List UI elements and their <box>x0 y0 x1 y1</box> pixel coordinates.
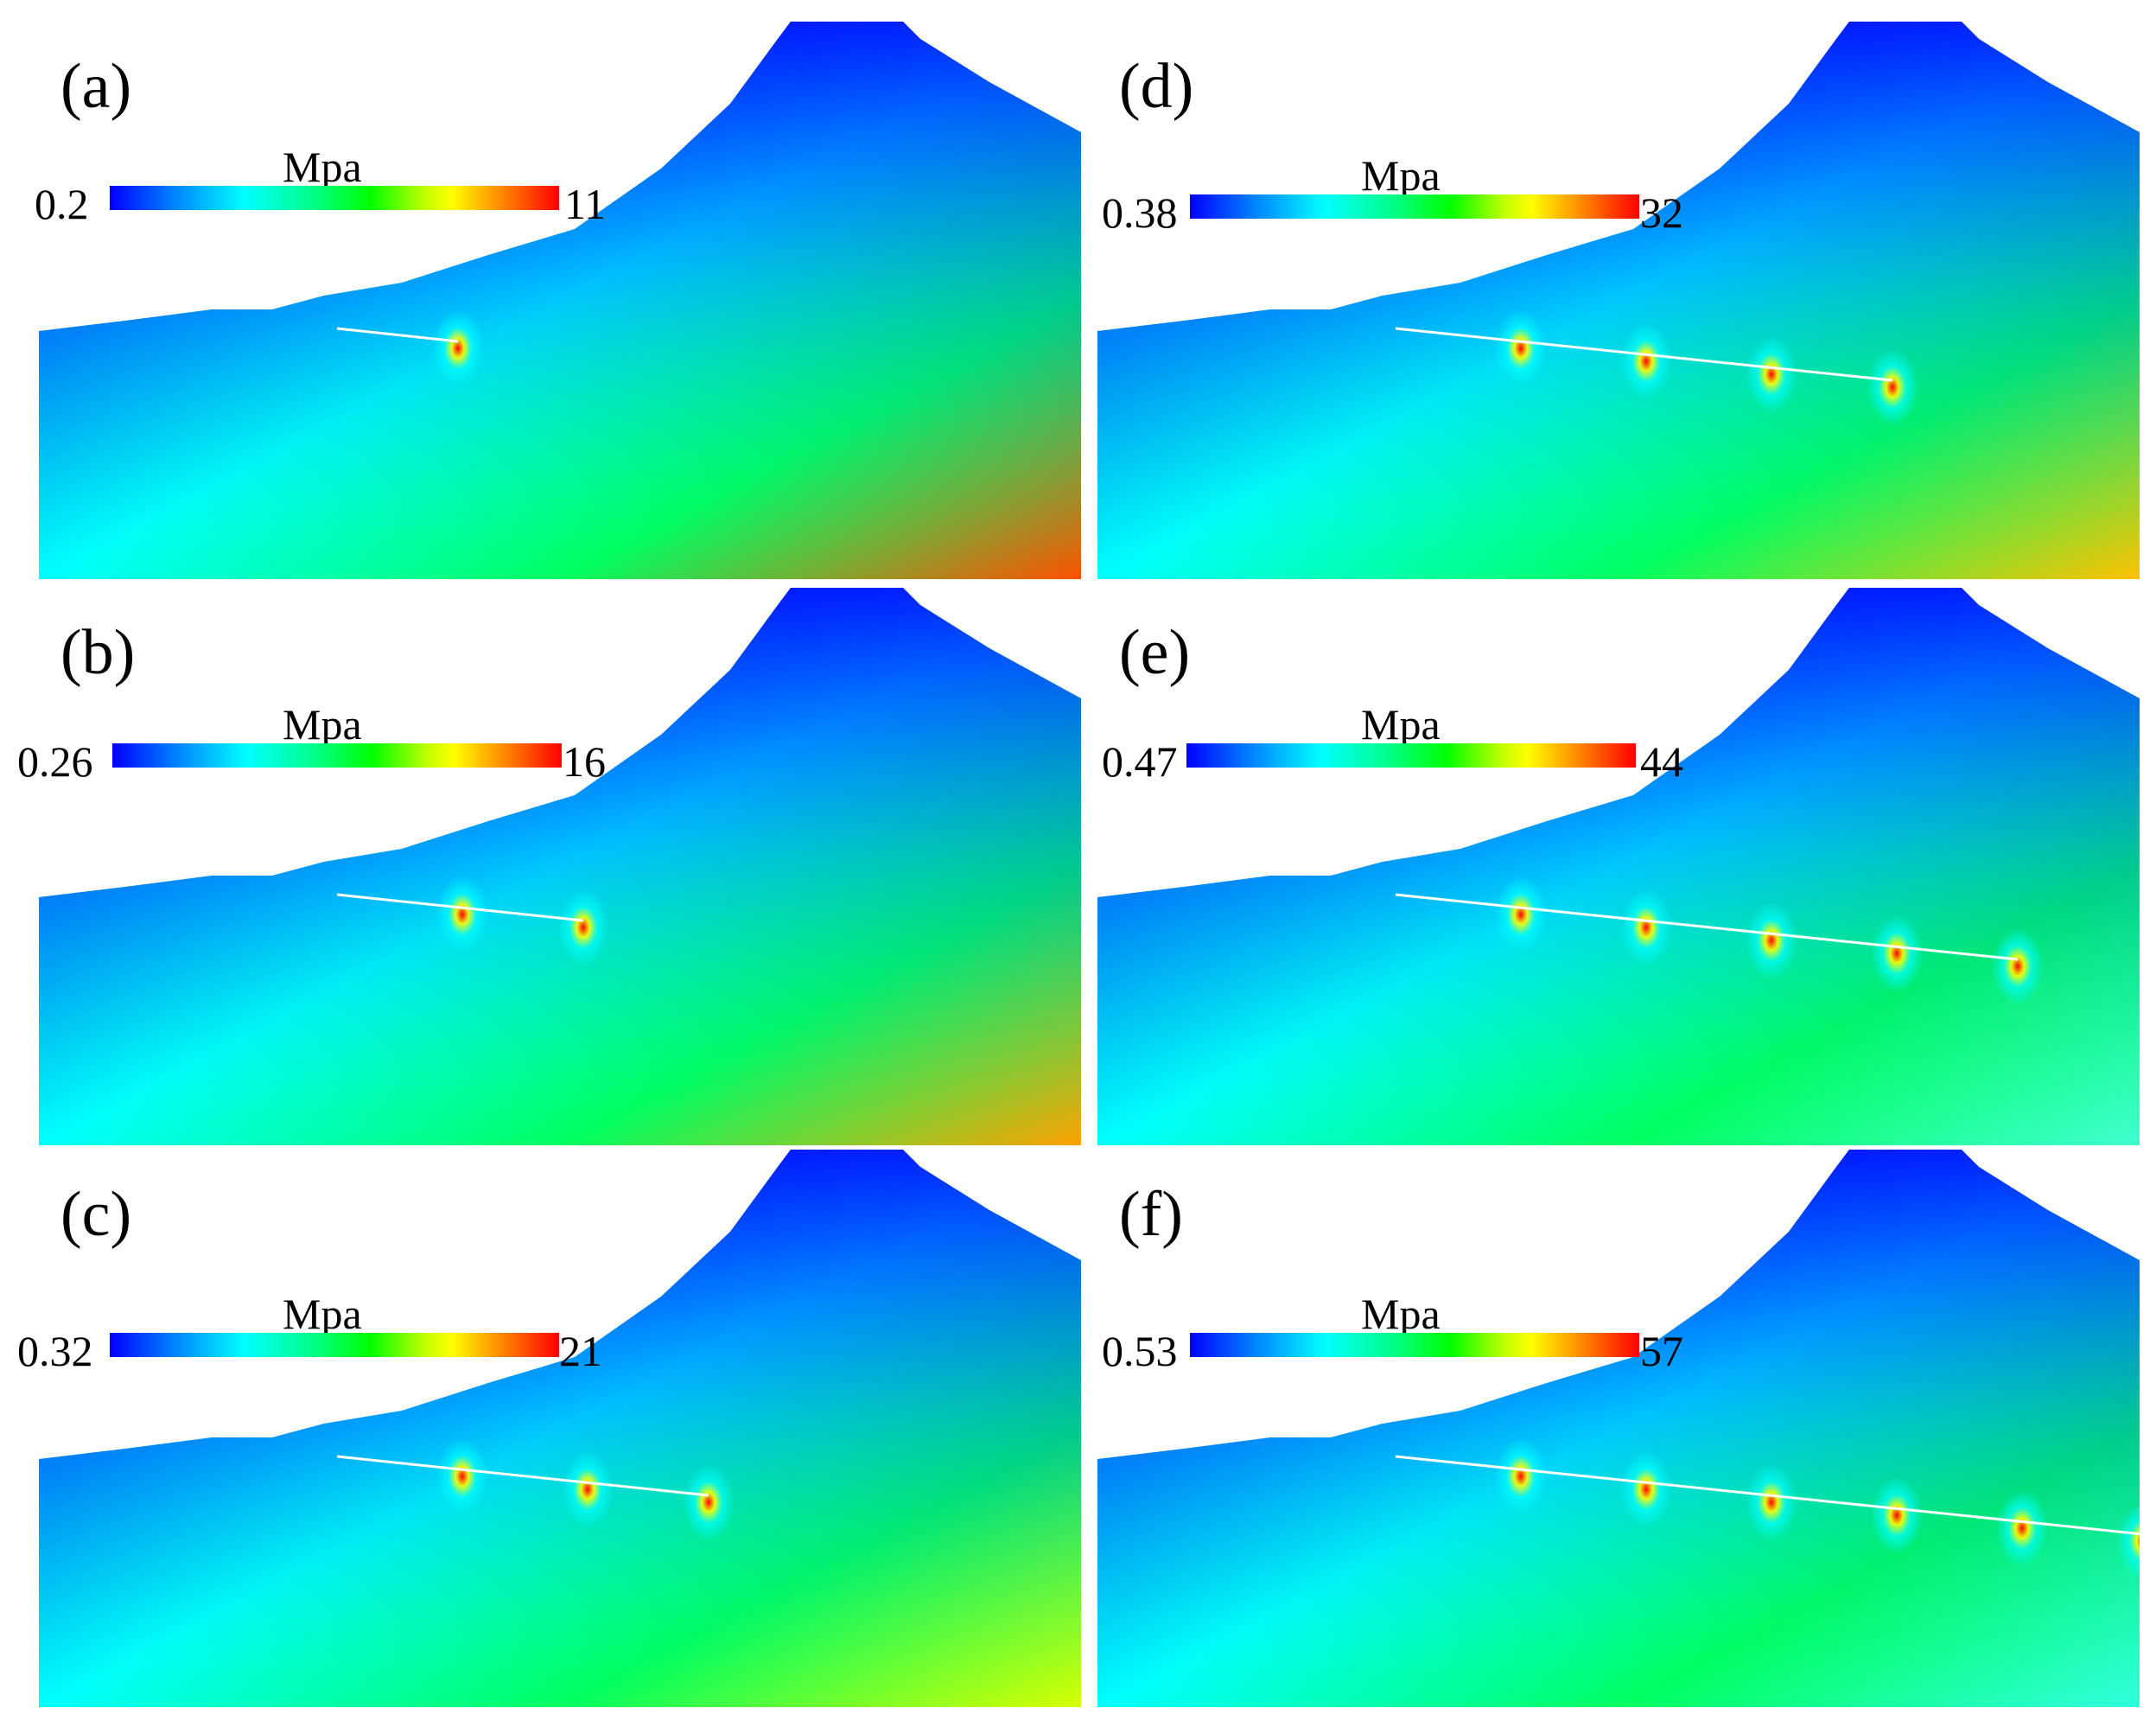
contour-plot <box>39 1150 1081 1707</box>
contour-plot <box>39 588 1081 1145</box>
panel-label: (f) <box>1119 1179 1183 1250</box>
panel-f: (f) Mpa 0.53 57 <box>1097 1150 2140 1707</box>
panel-label: (e) <box>1119 617 1191 688</box>
colorbar-min-label: 0.38 <box>1102 188 1178 237</box>
panel-b: (b) Mpa 0.26 16 <box>17 588 1081 1145</box>
colorbar-max-label: 57 <box>1640 1327 1683 1375</box>
stress-field-shading <box>1097 588 2140 1145</box>
colorbar-unit-label: Mpa <box>1361 151 1441 200</box>
colorbar <box>110 186 559 210</box>
stress-field-shading <box>39 1150 1081 1707</box>
crack-line <box>336 893 584 922</box>
crack-line <box>1395 327 1893 382</box>
colorbar-max-label: 11 <box>564 180 607 228</box>
stress-concentration <box>1495 876 1547 953</box>
stress-concentration <box>1871 914 1923 992</box>
colorbar-max-label: 21 <box>559 1327 602 1375</box>
stress-field-shading <box>39 588 1081 1145</box>
colorbar-unit-label: Mpa <box>283 1290 362 1338</box>
panel-label: (b) <box>60 617 136 688</box>
stress-concentration <box>1620 1450 1672 1528</box>
crack-line <box>1395 893 2019 961</box>
stress-field-shading <box>1097 22 2140 579</box>
panel-label: (c) <box>60 1179 132 1250</box>
crack-line <box>336 1455 709 1497</box>
contour-plot <box>1097 1150 2140 1707</box>
panel-d: (d) Mpa 0.38 32 <box>1097 22 2140 579</box>
stress-concentration <box>1746 1463 1797 1541</box>
stress-concentration <box>2117 1502 2140 1580</box>
stress-concentration <box>1996 1489 2048 1567</box>
colorbar-min-label: 0.26 <box>17 737 93 786</box>
stress-concentration <box>562 1450 614 1528</box>
stress-concentration <box>436 876 488 953</box>
colorbar <box>110 1333 559 1357</box>
stress-concentration <box>432 309 484 387</box>
stress-concentration <box>1992 927 2044 1005</box>
colorbar-max-label: 16 <box>563 737 606 786</box>
crack-line <box>1395 1455 2140 1536</box>
stress-field-shading <box>39 22 1081 579</box>
crack-line <box>336 327 459 343</box>
stress-concentration <box>1495 309 1547 387</box>
colorbar-max-label: 32 <box>1640 188 1683 237</box>
colorbar-min-label: 0.53 <box>1102 1327 1178 1375</box>
colorbar-unit-label: Mpa <box>283 143 362 191</box>
colorbar-unit-label: Mpa <box>1361 700 1441 749</box>
colorbar-min-label: 0.2 <box>35 180 89 228</box>
stress-concentration <box>1620 889 1672 966</box>
panel-label: (a) <box>60 51 132 122</box>
stress-concentration <box>1871 1476 1923 1554</box>
contour-plot <box>39 22 1081 579</box>
colorbar-max-label: 44 <box>1640 737 1683 786</box>
stress-concentration <box>1495 1437 1547 1515</box>
colorbar <box>1190 194 1639 219</box>
colorbar <box>1190 1333 1639 1357</box>
contour-plot <box>1097 22 2140 579</box>
panel-c: (c) Mpa 0.32 21 <box>17 1150 1081 1707</box>
stress-concentration <box>1620 322 1672 400</box>
stress-field-shading <box>1097 1150 2140 1707</box>
colorbar-unit-label: Mpa <box>283 700 362 749</box>
colorbar-min-label: 0.32 <box>17 1327 93 1375</box>
stress-concentration <box>683 1463 735 1541</box>
stress-concentration <box>557 889 609 966</box>
panel-label: (d) <box>1119 51 1194 122</box>
stress-concentration <box>1746 335 1797 413</box>
contour-plot <box>1097 588 2140 1145</box>
panel-e: (e) Mpa 0.47 44 <box>1097 588 2140 1145</box>
colorbar-unit-label: Mpa <box>1361 1290 1441 1338</box>
colorbar <box>1186 743 1636 768</box>
stress-concentration <box>1746 902 1797 979</box>
colorbar-min-label: 0.47 <box>1102 737 1178 786</box>
stress-concentration <box>436 1437 488 1515</box>
colorbar <box>112 743 562 768</box>
stress-concentration <box>1867 348 1918 426</box>
panel-a: (a) Mpa 0.2 11 <box>35 22 1081 579</box>
